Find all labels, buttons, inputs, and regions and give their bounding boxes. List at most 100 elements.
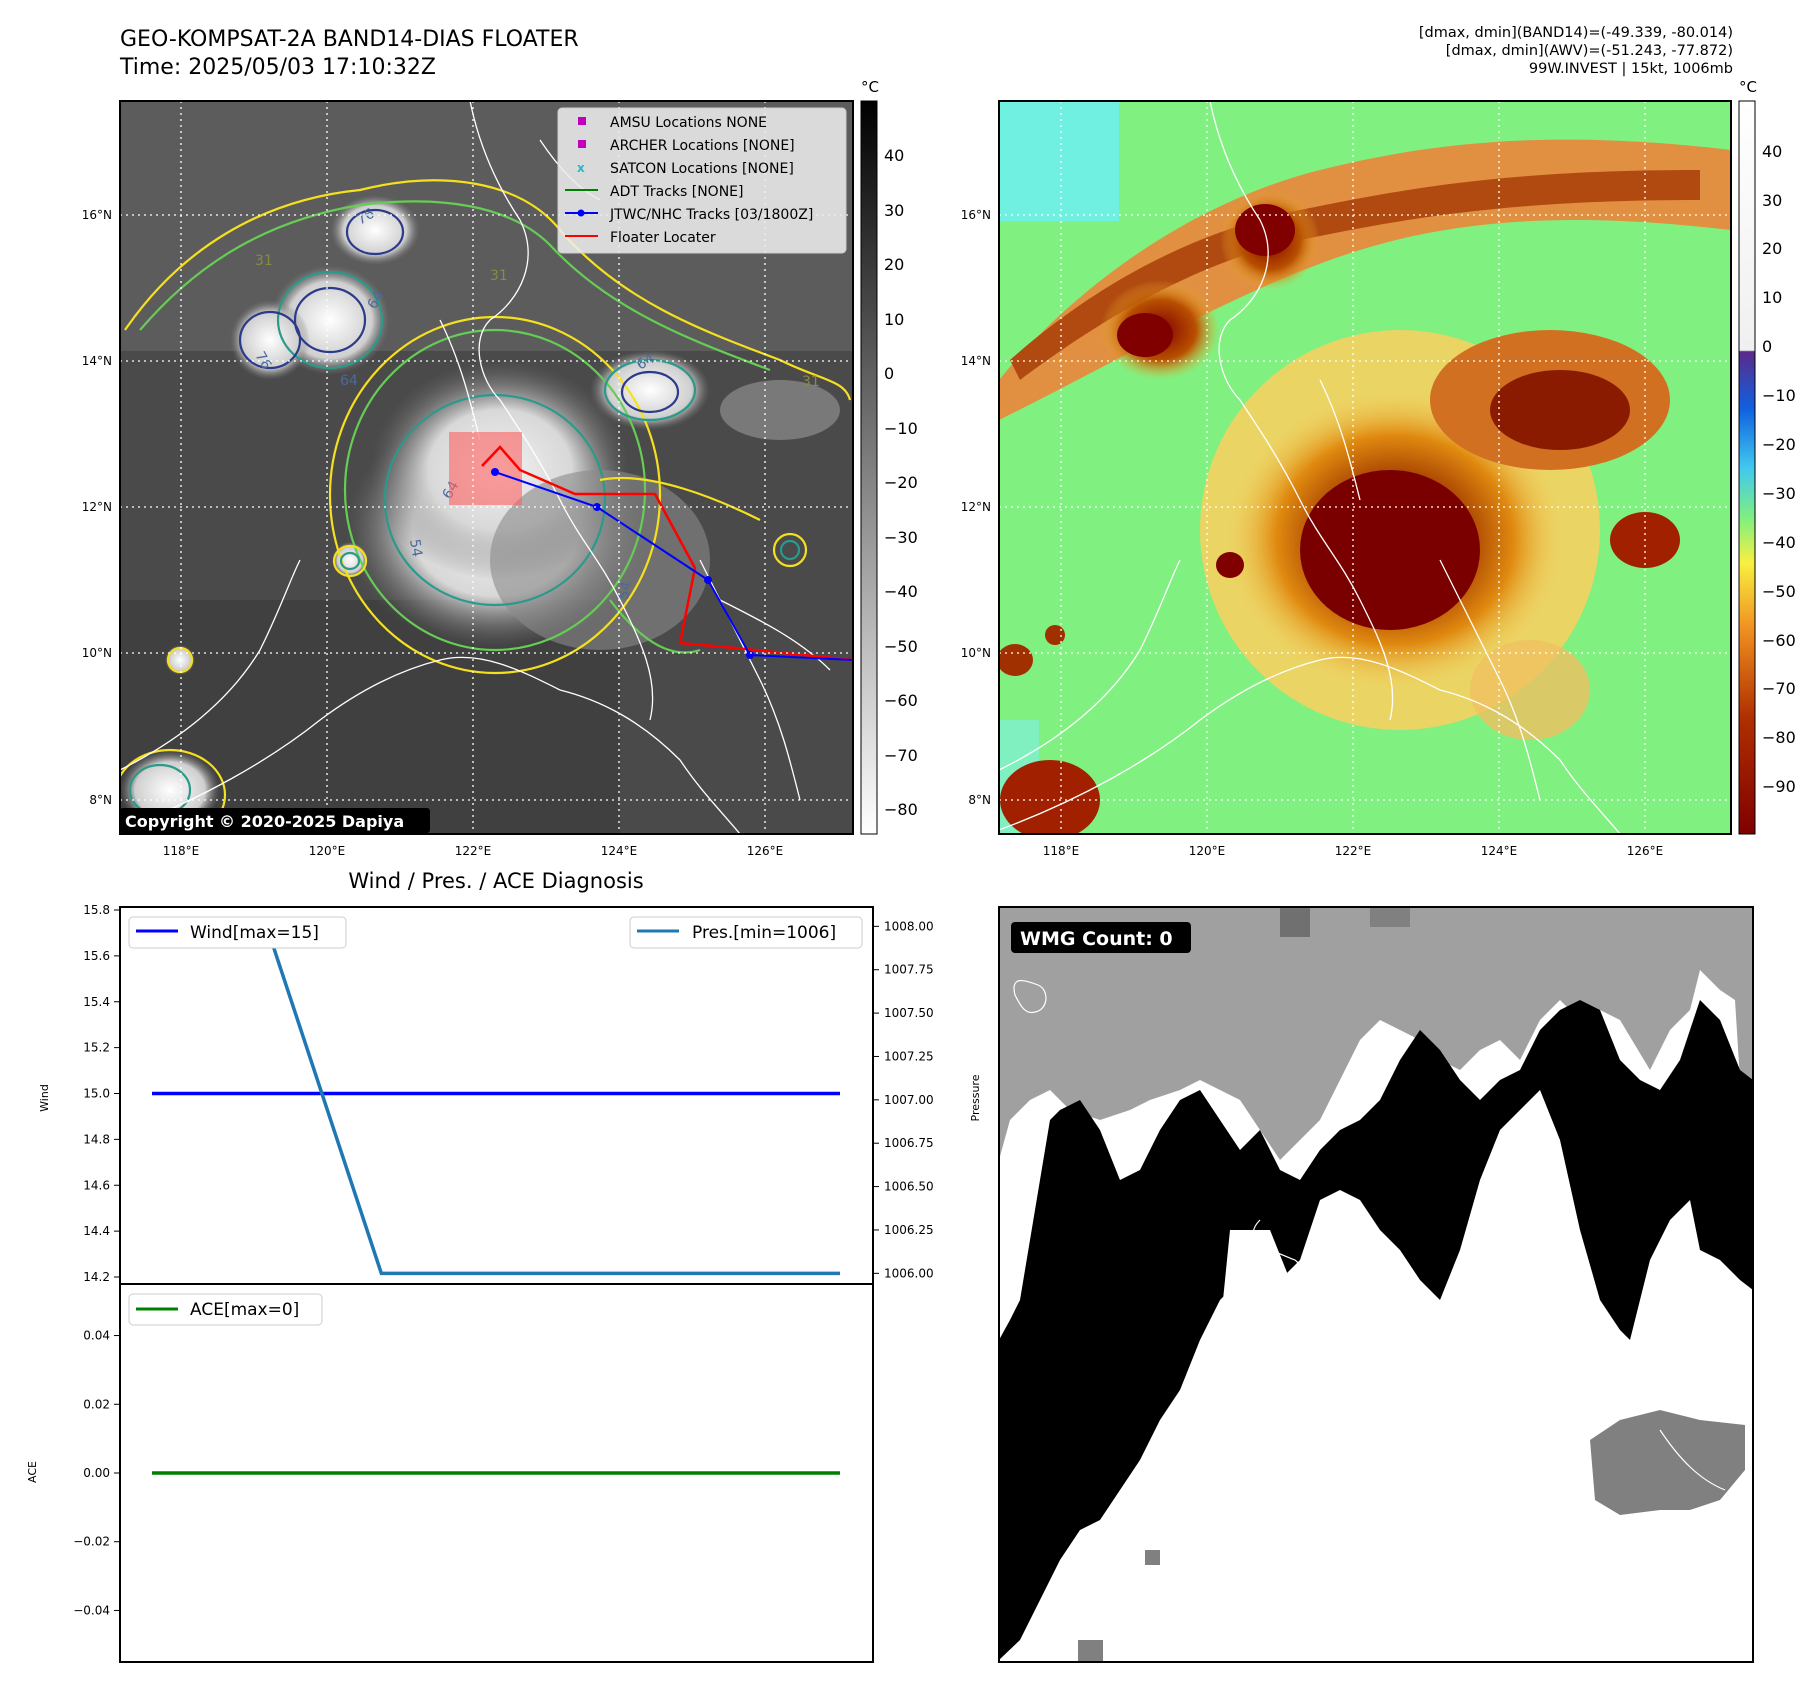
ir-colorbar-unit: °C [861,78,879,96]
awv-lon-tick-4: 126°E [1627,844,1664,858]
ace-axis-label: ACE [26,1461,39,1483]
awv-cb-tick-9: −50 [1762,582,1796,601]
awv-lon-tick-1: 120°E [1189,844,1226,858]
awv-lat-tick-2: 12°N [961,500,991,514]
contour-label-2: 76 [252,349,275,373]
pressure-tick-label: 1006.00 [884,1266,934,1280]
wind-legend-label: Wind[max=15] [190,923,319,943]
floater-box [449,432,522,505]
ace-chart: 0.04 0.02 0.00 −0.02 −0.04 [73,1283,874,1663]
awv-cb-tick-7: −30 [1762,484,1796,503]
dmax-info: [dmax, dmin](BAND14)=(-49.339, -80.014) … [1419,24,1733,78]
legend-adt: ADT Tracks [NONE] [610,184,743,200]
awv-cb-tick-0: 40 [1762,142,1782,161]
copyright-label: Copyright © 2020-2025 Dapiya [125,812,404,831]
ir-lat-tick-4: 8°N [89,793,112,807]
title-line-1: GEO-KOMPSAT-2A BAND14-DIAS FLOATER [120,27,579,52]
ir-cb-tick-12: −80 [884,800,918,819]
pressure-tick-label: 1006.75 [884,1136,934,1150]
ir-cb-tick-2: 20 [884,255,904,274]
wmg-count-badge: WMG Count: 0 [1020,928,1173,950]
contour-label-9: 54 [406,538,425,558]
info-line-2: [dmax, dmin](AWV)=(-51.243, -77.872) [1445,43,1733,59]
awv-lon-tick-0: 118°E [1043,844,1080,858]
ir-lat-tick-0: 16°N [82,208,112,222]
wind-tick-label: 14.8 [83,1132,110,1146]
contour-label-5: 31 [255,253,273,269]
awv-cb-tick-13: −90 [1762,777,1796,796]
ir-lon-tick-2: 122°E [455,844,492,858]
wind-tick-label: 14.4 [83,1224,110,1238]
ir-cb-tick-5: −10 [884,419,918,438]
legend-archer: ARCHER Locations [NONE] [610,138,795,154]
pressure-axis-label: Pressure [969,1074,982,1121]
ir-cb-tick-9: −50 [884,637,918,656]
awv-cb-tick-3: 10 [1762,288,1782,307]
info-line-3: 99W.INVEST | 15kt, 1006mb [1528,61,1733,77]
awv-colorbar-unit: °C [1739,78,1757,96]
ace-tick-label: −0.02 [73,1535,110,1549]
ir-lat-tick-2: 12°N [82,500,112,514]
awv-lat-tick-3: 10°N [961,646,991,660]
panel-title: GEO-KOMPSAT-2A BAND14-DIAS FLOATER Time:… [120,26,579,82]
pressure-tick-label: 1006.50 [884,1180,934,1194]
awv-lat-tick-1: 14°N [961,354,991,368]
info-line-1: [dmax, dmin](BAND14)=(-49.339, -80.014) [1418,25,1733,41]
pressure-tick-label: 1008.00 [884,919,934,933]
awv-cb-tick-12: −80 [1762,728,1796,747]
pressure-tick-label: 1006.25 [884,1223,934,1237]
wind-tick-label: 15.0 [83,1087,110,1101]
ace-legend-label: ACE[max=0] [190,1300,299,1320]
awv-lon-tick-3: 124°E [1481,844,1518,858]
wind-tick-label: 15.8 [83,903,110,917]
awv-image [999,101,1731,834]
pressure-tick-label: 1007.75 [884,963,934,977]
pressure-legend: Pres.[min=1006] [629,916,863,949]
ir-cb-tick-0: 40 [884,146,904,165]
pressure-tick-label: 1007.00 [884,1093,934,1107]
contour-label-11: 31 [802,374,820,390]
contour-label-4: 64 [365,288,388,312]
ir-lon-tick-1: 120°E [309,844,346,858]
ir-lat-tick-3: 10°N [82,646,112,660]
ir-cb-tick-1: 30 [884,201,904,220]
wind-tick-label: 14.2 [83,1270,110,1284]
ace-tick-label: 0.04 [83,1329,110,1343]
ir-cb-tick-6: −20 [884,473,918,492]
ir-cb-tick-10: −60 [884,691,918,710]
ace-legend: ACE[max=0] [128,1293,323,1326]
ir-lon-tick-3: 124°E [601,844,638,858]
ace-tick-label: −0.04 [73,1603,110,1617]
awv-cb-tick-2: 20 [1762,239,1782,258]
ir-cb-tick-11: −70 [884,746,918,765]
ir-cb-tick-3: 10 [884,310,904,329]
floater-track [481,445,853,662]
wind-axis-label: Wind [38,1084,51,1112]
ir-cb-tick-4: 0 [884,364,894,383]
ir-lon-tick-4: 126°E [747,844,784,858]
awv-cb-tick-5: −10 [1762,386,1796,405]
legend-satcon: SATCON Locations [NONE] [610,161,794,177]
wind-legend: Wind[max=15] [128,916,347,949]
title-line-2: Time: 2025/05/03 17:10:32Z [120,55,436,80]
awv-lon-tick-2: 122°E [1335,844,1372,858]
awv-lat-tick-4: 8°N [968,793,991,807]
contour-label-6: 64 [634,351,658,374]
awv-cb-tick-8: −40 [1762,533,1796,552]
awv-lat-tick-0: 16°N [961,208,991,222]
awv-cb-tick-1: 30 [1762,191,1782,210]
legend-floater: Floater Locater [610,230,716,246]
pressure-line [152,924,840,1276]
pressure-tick-label: 1007.25 [884,1049,934,1063]
awv-cb-tick-4: 0 [1762,337,1772,356]
ir-lat-tick-1: 14°N [82,354,112,368]
ir-legend: x AMSU Locations NONE ARCHER Locations [… [557,107,847,254]
legend-amsu: AMSU Locations NONE [610,115,767,131]
ir-cb-tick-8: −40 [884,582,918,601]
ace-tick-label: 0.02 [83,1397,110,1411]
ace-tick-label: 0.00 [83,1466,110,1480]
pressure-tick-label: 1007.50 [884,1006,934,1020]
legend-jtwc: JTWC/NHC Tracks [03/1800Z] [609,207,813,223]
awv-cb-tick-6: −20 [1762,435,1796,454]
